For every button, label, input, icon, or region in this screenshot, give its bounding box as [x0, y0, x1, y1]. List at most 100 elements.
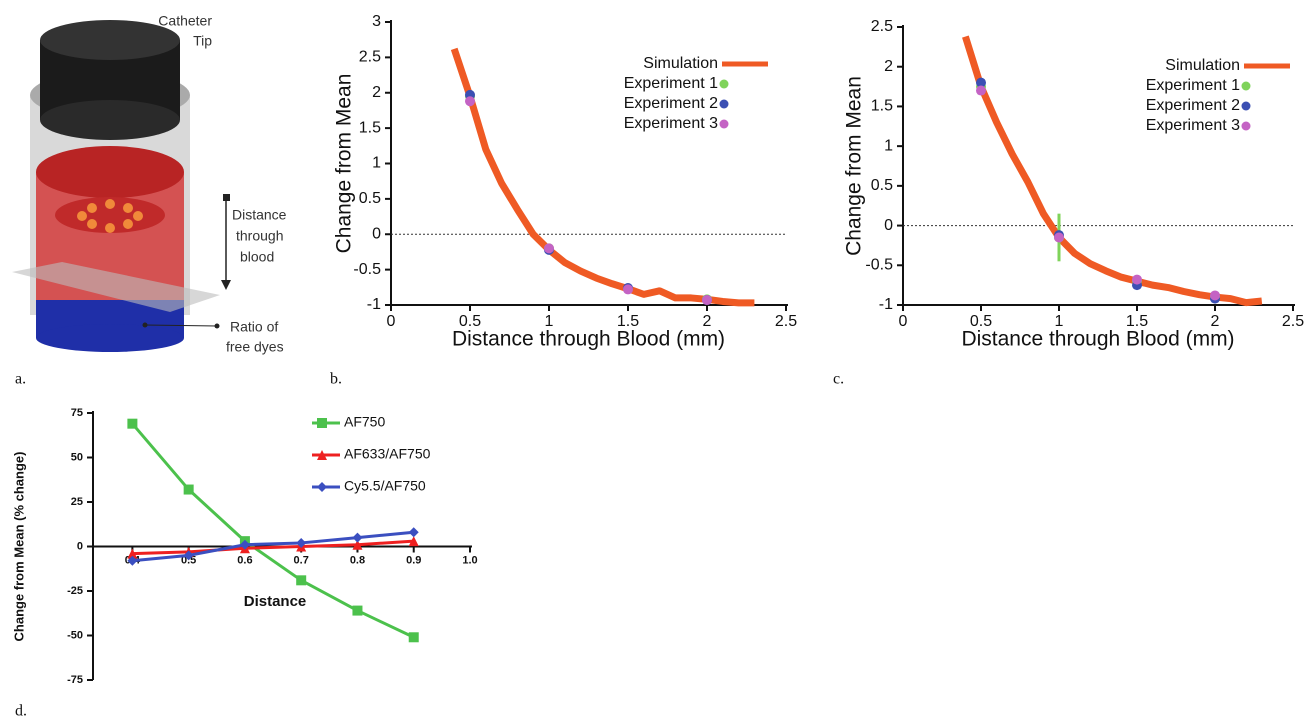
- marker: [976, 85, 986, 96]
- marker: [702, 295, 712, 306]
- y-tick-label: -25: [67, 585, 83, 597]
- y-tick-label: 2.5: [871, 18, 893, 35]
- x-tick-label: 2.5: [1282, 313, 1304, 330]
- y-tick-label: 75: [71, 407, 83, 419]
- x-tick-label: 0: [387, 313, 396, 330]
- y-tick-label: 2: [372, 84, 381, 101]
- marker: [296, 537, 307, 548]
- x-tick-label: 0.5: [181, 554, 196, 566]
- marker: [239, 539, 250, 550]
- legend-label: Experiment 2: [1146, 97, 1240, 114]
- y-tick-label: -75: [67, 674, 83, 686]
- x-tick-label: 0: [899, 313, 908, 330]
- legend-label: AF633/AF750: [344, 446, 431, 462]
- x-tick-label: 1: [1055, 313, 1064, 330]
- diagram-label: Ratio of: [230, 319, 278, 335]
- legend-swatch: [1241, 81, 1251, 91]
- x-tick-label: 0.5: [459, 313, 481, 330]
- y-tick-label: -0.5: [865, 257, 893, 274]
- x-axis-label: Distance through Blood (mm): [452, 328, 725, 351]
- legend-label: Experiment 1: [1146, 77, 1240, 94]
- legend-label: AF750: [344, 414, 385, 430]
- x-tick-label: 1.0: [462, 554, 477, 566]
- y-axis-label: Change from Mean (% change): [11, 452, 26, 642]
- y-tick-label: 1: [884, 137, 893, 154]
- marker: [317, 450, 327, 460]
- legend-label: Experiment 3: [624, 115, 718, 132]
- x-tick-label: 0.6: [237, 554, 252, 566]
- y-tick-label: -1: [367, 296, 381, 313]
- legend-swatch: [1241, 101, 1251, 111]
- legend-label: Simulation: [1165, 57, 1240, 74]
- y-tick-label: 50: [71, 451, 83, 463]
- x-tick-label: 2: [703, 313, 712, 330]
- marker: [465, 96, 475, 107]
- diagram-label: Catheter: [158, 13, 212, 29]
- x-tick-label: 1.5: [617, 313, 639, 330]
- legend-label: Experiment 3: [1146, 117, 1240, 134]
- diagram-label: blood: [240, 249, 274, 265]
- marker: [408, 536, 419, 547]
- x-tick-label: 1: [545, 313, 554, 330]
- x-axis-label: Distance through Blood (mm): [961, 328, 1234, 351]
- y-tick-label: 2.5: [359, 49, 381, 66]
- marker: [127, 548, 138, 559]
- x-tick-label: 0.7: [294, 554, 309, 566]
- series-line: [132, 539, 414, 556]
- diagram-label: Tip: [193, 33, 212, 49]
- legend-label: Simulation: [643, 55, 718, 72]
- y-tick-label: 1: [372, 155, 381, 172]
- y-tick-label: 25: [71, 496, 83, 508]
- y-tick-label: 0.5: [871, 177, 893, 194]
- y-tick-label: -0.5: [353, 261, 381, 278]
- x-tick-label: 0.9: [406, 554, 421, 566]
- legend-label: Experiment 2: [624, 95, 718, 112]
- marker: [408, 527, 419, 538]
- marker: [127, 418, 138, 429]
- x-tick-label: 0.8: [350, 554, 365, 566]
- series-line: [132, 530, 414, 563]
- y-tick-label: 0: [77, 540, 83, 552]
- y-axis-label: Change from Mean: [843, 76, 866, 256]
- x-tick-label: 0.5: [970, 313, 992, 330]
- marker: [408, 632, 419, 643]
- marker: [352, 605, 363, 616]
- diagram-label: free dyes: [226, 339, 284, 355]
- marker: [183, 550, 194, 561]
- legend-label: Cy5.5/AF750: [344, 478, 426, 494]
- legend-swatch: [1241, 121, 1251, 131]
- y-tick-label: -1: [879, 296, 893, 313]
- marker: [296, 575, 307, 586]
- catheter-diagram: Catheter Tip Distance through blood Rati…: [12, 13, 287, 355]
- marker: [183, 484, 194, 495]
- y-tick-label: 3: [372, 13, 381, 30]
- legend-label: Experiment 1: [624, 75, 718, 92]
- panel-label: d.: [15, 703, 27, 720]
- x-tick-label: 2: [1211, 313, 1220, 330]
- y-tick-label: 0.5: [359, 190, 381, 207]
- x-tick-label: 2.5: [775, 313, 797, 330]
- marker: [544, 243, 554, 254]
- marker: [1054, 232, 1064, 243]
- marker: [352, 532, 363, 543]
- marker: [1210, 290, 1220, 301]
- marker: [127, 555, 138, 566]
- y-axis-label: Change from Mean: [333, 74, 356, 254]
- legend-swatch: [719, 119, 729, 129]
- marker: [352, 539, 363, 550]
- y-tick-label: 1.5: [871, 98, 893, 115]
- x-tick-label: 1.5: [1126, 313, 1148, 330]
- marker: [976, 77, 986, 88]
- series-line: [131, 422, 415, 639]
- panel-label: a.: [15, 371, 26, 388]
- marker: [317, 482, 327, 492]
- y-tick-label: -50: [67, 629, 83, 641]
- marker: [1132, 274, 1142, 285]
- y-tick-label: 0: [372, 225, 381, 242]
- diagram-label: Distance: [232, 207, 287, 223]
- y-tick-label: 2: [884, 58, 893, 75]
- y-tick-label: 0: [884, 217, 893, 234]
- marker: [317, 418, 327, 428]
- panel-label: c.: [833, 371, 844, 388]
